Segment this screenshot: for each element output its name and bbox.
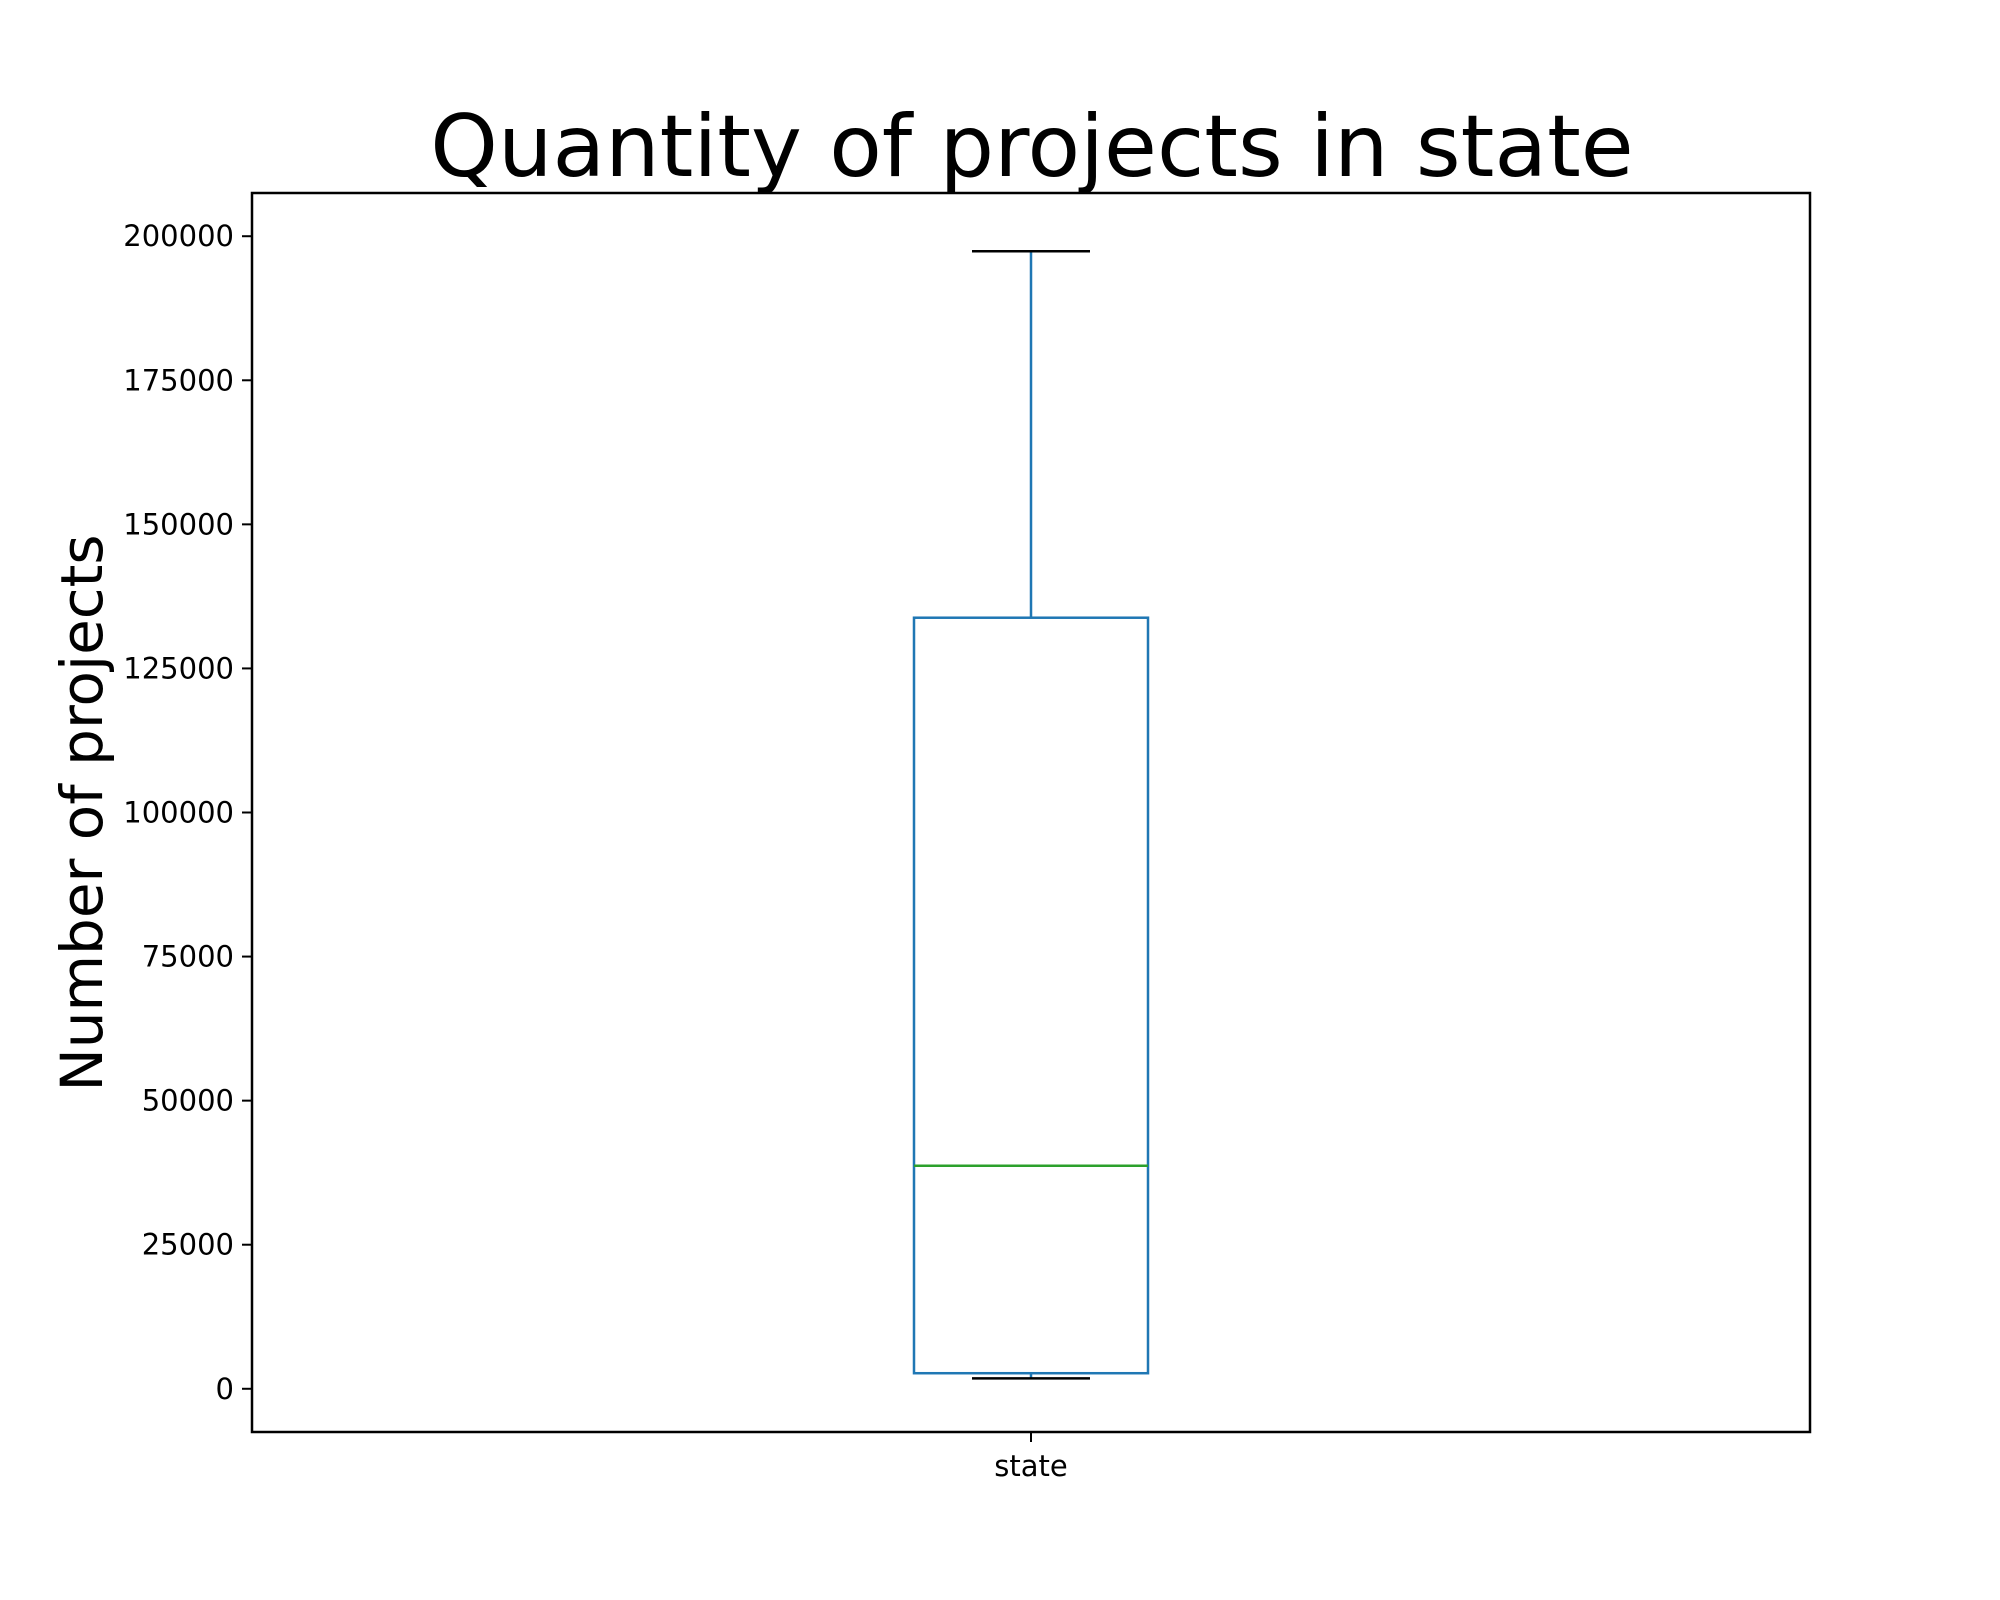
- x-axis: state: [994, 1432, 1068, 1483]
- y-tick-label: 0: [216, 1372, 234, 1406]
- y-axis: 0 25000 50000 75000 100000 125000 150000 175000…: [123, 219, 252, 1406]
- y-tick-label: 50000: [142, 1084, 234, 1118]
- iqr-box: [912, 616, 1150, 1375]
- y-tick-label: 25000: [142, 1228, 234, 1262]
- y-tick-label: 200000: [123, 219, 234, 253]
- x-tick-label: state: [994, 1449, 1067, 1483]
- y-tick-label: 100000: [123, 796, 234, 830]
- chart-title: Quantity of projects in state: [430, 97, 1633, 197]
- y-tick-label: 175000: [123, 363, 234, 397]
- y-tick-label: 150000: [123, 507, 234, 541]
- y-tick-label: 75000: [142, 940, 234, 974]
- boxes-group: [912, 249, 1150, 1380]
- y-tick-label: 125000: [123, 651, 234, 685]
- y-axis-label: Number of projects: [48, 534, 116, 1091]
